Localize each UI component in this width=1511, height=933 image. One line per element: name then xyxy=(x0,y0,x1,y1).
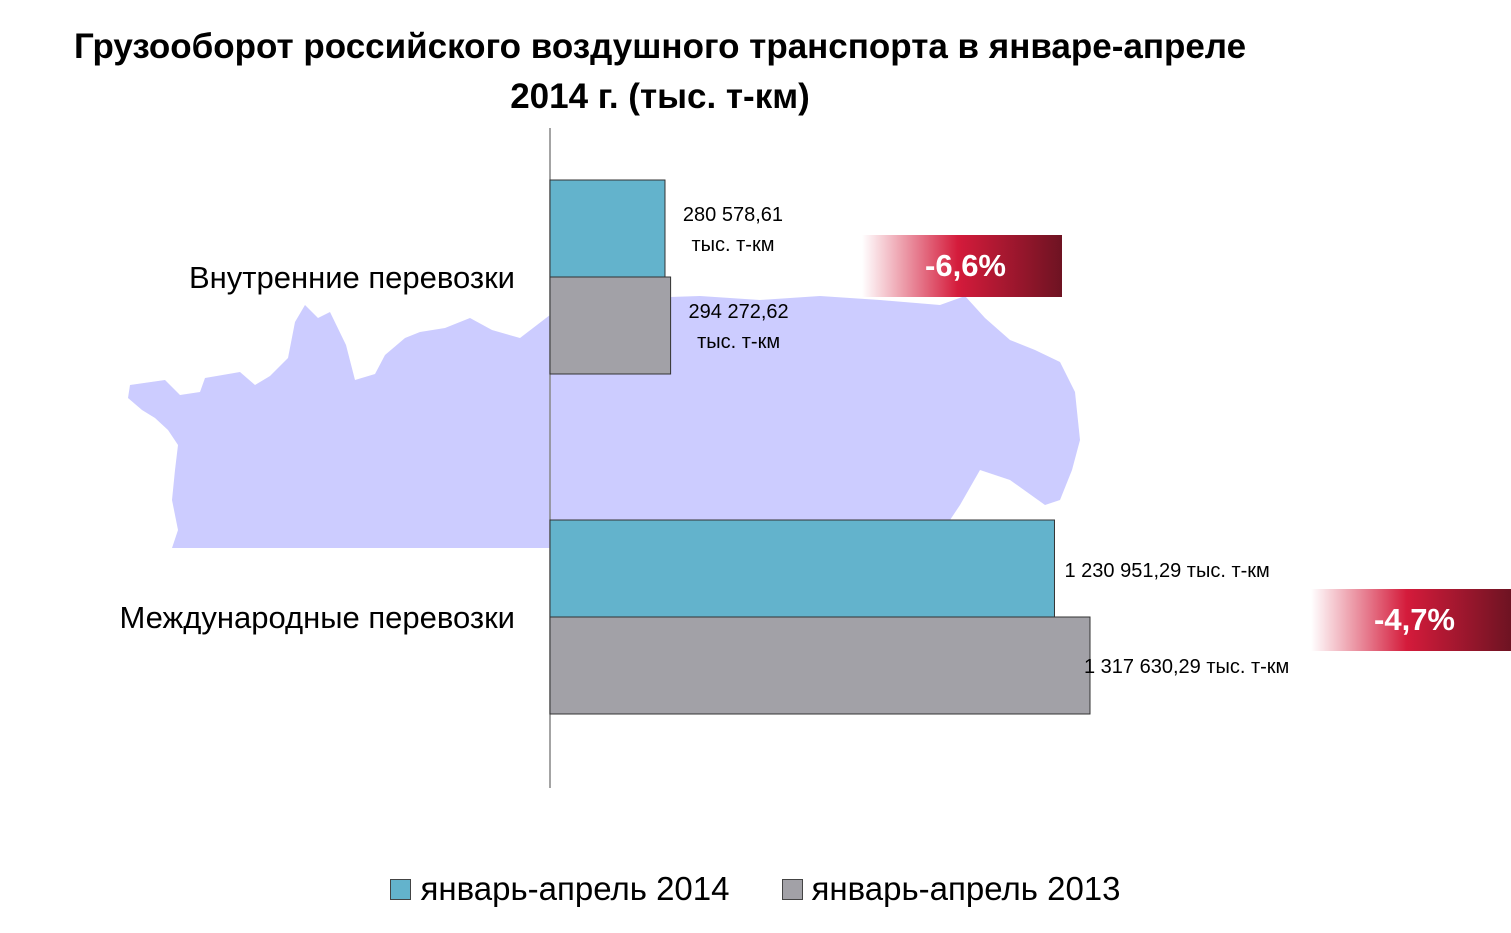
legend-swatch-2013 xyxy=(781,878,803,900)
value-label-1-1: 1 317 630,29 тыс. т-км xyxy=(1084,656,1289,678)
chart-title: Грузооборот российского воздушного транс… xyxy=(73,27,1247,116)
category-labels-group: Внутренние перевозки Международные перево… xyxy=(119,260,515,635)
change-badge-1: -4,7% xyxy=(1311,589,1511,651)
legend: январь-апрель 2014 январь-апрель 2013 xyxy=(0,870,1511,908)
bar-0-0 xyxy=(549,179,666,278)
category-label-1: Международные перевозки xyxy=(119,600,515,635)
change-badge-0: -6,6% xyxy=(862,235,1062,297)
value-labels-group: 280 578,61 тыс. т-км 294 272,62 тыс. т-км 1 … xyxy=(683,204,1289,678)
category-label-0: Внутренние перевозки xyxy=(189,260,515,295)
legend-item-2013: январь-апрель 2013 xyxy=(781,870,1121,908)
value-label-0-0: 280 578,61 тыс. т-км xyxy=(683,204,783,256)
legend-label-2014: январь-апрель 2014 xyxy=(420,870,730,907)
bars-group xyxy=(549,179,1091,715)
value-label-1-0: 1 230 951,29 тыс. т-км xyxy=(1064,560,1269,582)
legend-label-2013: январь-апрель 2013 xyxy=(811,870,1121,907)
bar-1-1 xyxy=(549,616,1091,715)
bar-1-0 xyxy=(549,519,1055,618)
legend-swatch-2014 xyxy=(390,878,412,900)
value-label-0-1: 294 272,62 тыс. т-км xyxy=(689,301,789,353)
legend-item-2014: январь-апрель 2014 xyxy=(390,870,730,908)
bar-0-1 xyxy=(549,276,672,375)
